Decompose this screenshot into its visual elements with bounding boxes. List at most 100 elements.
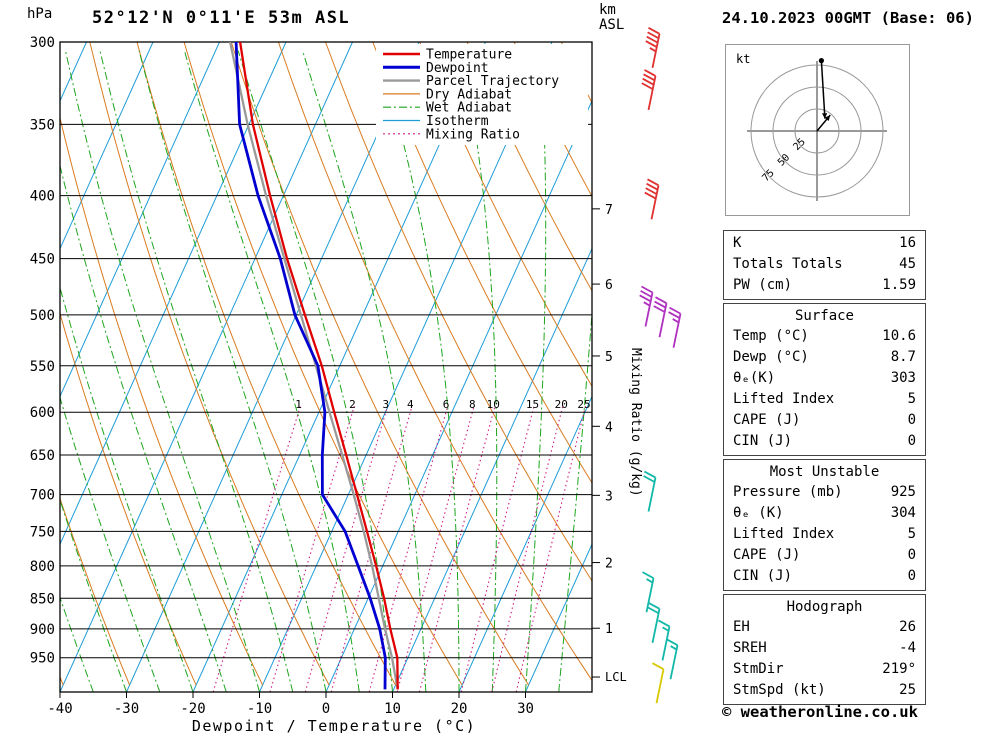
- wet-adiabat-line: [60, 396, 161, 692]
- row-label: CAPE (J): [733, 412, 801, 428]
- wind-barb: [644, 178, 660, 220]
- mixing-ratio-line: [396, 405, 475, 692]
- table-header: Surface: [794, 308, 854, 324]
- row-label: EH: [733, 619, 750, 635]
- mixing-ratio-value-label: 1: [295, 398, 302, 411]
- isotherm-line: [0, 42, 20, 692]
- hodo-ring-label: 25: [792, 137, 808, 153]
- row-value: 219°: [882, 661, 916, 677]
- row-label: CIN (J): [733, 433, 793, 449]
- km-tick-label: 5: [605, 350, 613, 365]
- row-label: Pressure (mb): [733, 484, 843, 500]
- row-value: 925: [890, 484, 916, 500]
- row-label: CIN (J): [733, 568, 793, 584]
- legend-item-label: Mixing Ratio: [426, 127, 520, 142]
- wind-barb: [653, 296, 668, 338]
- row-label: StmDir: [733, 661, 784, 677]
- mixing-ratio-value-label: 10: [487, 398, 500, 411]
- km-unit: km: [599, 2, 616, 18]
- km-tick-label: 2: [605, 557, 613, 572]
- row-label: Totals Totals: [733, 256, 843, 272]
- isotherm-line: [60, 42, 154, 250]
- wet-adiabat-line: [525, 50, 547, 692]
- km-tick-label: 3: [605, 489, 613, 504]
- hodo-trace: [820, 60, 826, 119]
- legend-item-label: Wet Adiabat: [426, 101, 512, 116]
- sounding-curves: [228, 42, 399, 690]
- km-tick-label: 6: [605, 278, 613, 293]
- copyright: © weatheronline.co.uk: [722, 703, 918, 721]
- legend-item-label: Parcel Trajectory: [426, 74, 559, 89]
- x-axis-title: Dewpoint / Temperature (°C): [192, 717, 476, 733]
- run-datetime: 24.10.2023 00GMT (Base: 06): [722, 9, 974, 27]
- row-label: PW (cm): [733, 277, 793, 293]
- table-row: Lifted Index 5: [724, 389, 925, 410]
- row-value: 10.6: [882, 328, 916, 344]
- isotherm-line: [458, 395, 592, 692]
- legend-item-label: Isotherm: [426, 114, 489, 129]
- row-label: Lifted Index: [733, 391, 835, 407]
- pressure-tick-label: 850: [30, 591, 55, 607]
- pressure-tick-label: 650: [30, 448, 55, 464]
- table-row: CIN (J) 0: [724, 566, 925, 587]
- table-row: CAPE (J) 0: [724, 410, 925, 431]
- km-tick-label: 4: [605, 420, 613, 435]
- mixing-ratio-axis-label: Mixing Ratio (g/kg): [628, 348, 643, 497]
- wind-barb: [647, 602, 661, 644]
- mixing-ratio-line: [515, 405, 587, 692]
- pressure-tick-label: 450: [30, 252, 55, 268]
- mixing-ratio-line: [418, 405, 496, 692]
- skewt-diagram: 3003504004505005506006507007508008509009…: [0, 27, 710, 733]
- row-value: 16: [899, 235, 916, 251]
- wind-barb: [643, 470, 657, 512]
- temp-tick-label: 10: [384, 701, 401, 717]
- wet-adiabat-line: [302, 50, 427, 692]
- pressure-tick-label: 400: [30, 189, 55, 205]
- table-row: θₑ (K) 304: [724, 503, 925, 524]
- pressure-tick-label: 700: [30, 488, 55, 504]
- data-table: Surface Temp (°C) 10.6 Dewp (°C) 8.7 θₑ(K) 303…: [723, 303, 926, 456]
- row-label: θₑ (K): [733, 505, 784, 521]
- mixing-ratio-line: [368, 405, 449, 692]
- pressure-tick-label: 550: [30, 359, 55, 375]
- row-value: 0: [907, 568, 916, 584]
- row-label: Dewp (°C): [733, 349, 809, 365]
- dry-adiabat-line: [608, 42, 710, 685]
- table-row: SREH -4: [724, 638, 925, 659]
- row-value: 5: [907, 391, 916, 407]
- row-value: 303: [890, 370, 916, 386]
- hodo-ring: [794, 108, 840, 154]
- table-row: StmSpd (kt) 25: [724, 680, 925, 701]
- table-row: CIN (J) 0: [724, 431, 925, 452]
- data-table: K 16 Totals Totals 45 PW (cm) 1.59: [723, 230, 926, 300]
- row-value: 8.7: [890, 349, 916, 365]
- wet-adiabat-line: [138, 50, 327, 692]
- mixing-ratio-line: [491, 405, 564, 692]
- wet-adiabat-line: [558, 307, 592, 692]
- isotherm-line: [259, 42, 553, 692]
- isotherm-line: [525, 543, 592, 692]
- asl-unit: ASL: [599, 17, 625, 33]
- row-value: 0: [907, 433, 916, 449]
- wet-adiabat-line: [460, 50, 498, 692]
- wind-barb: [645, 27, 661, 69]
- row-value: -4: [899, 640, 916, 656]
- pressure-tick-label: 600: [30, 405, 55, 421]
- wind-barb: [641, 69, 657, 111]
- wind-barb: [642, 571, 655, 613]
- wind-barb: [639, 285, 654, 327]
- mixing-ratio-value-label: 25: [577, 398, 590, 411]
- wind-barb: [666, 638, 679, 680]
- temp-tick-label: -30: [114, 701, 139, 717]
- pressure-tick-label: 350: [30, 117, 55, 133]
- isotherm-line: [392, 247, 592, 692]
- row-value: 304: [890, 505, 916, 521]
- row-value: 0: [907, 412, 916, 428]
- temp-tick-label: -10: [247, 701, 272, 717]
- table-row: StmDir 219°: [724, 659, 925, 680]
- mixing-ratio-value-label: 2: [349, 398, 356, 411]
- dewpoint-curve: [234, 42, 387, 690]
- row-value: 26: [899, 619, 916, 635]
- row-label: Temp (°C): [733, 328, 809, 344]
